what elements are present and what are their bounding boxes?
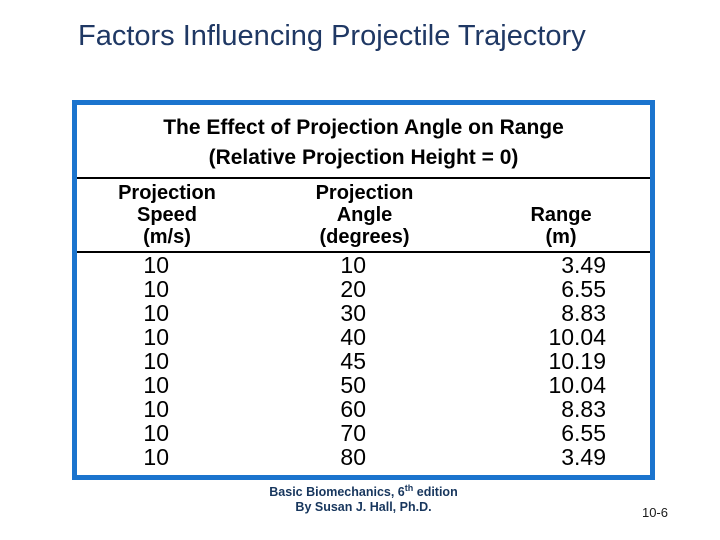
table-cell: 10	[143, 300, 169, 326]
table-cell: 10	[143, 444, 169, 470]
table-cell: 40	[340, 324, 366, 350]
table-cell: 6.55	[561, 276, 606, 302]
table-row: 10 20 6.55	[77, 277, 650, 301]
table-cell: 80	[340, 444, 366, 470]
table-cell: 6.55	[561, 420, 606, 446]
table-cell: 10	[143, 348, 169, 374]
table-cell: 10	[143, 252, 169, 278]
citation-line-1-suffix: edition	[413, 485, 458, 499]
data-table-box: The Effect of Projection Angle on Range …	[72, 100, 655, 480]
table-row: 10 40 10.04	[77, 325, 650, 349]
divider-bottom	[77, 251, 650, 253]
table-row: 10 70 6.55	[77, 421, 650, 445]
table-cell: 10	[143, 420, 169, 446]
citation-line-1-text: Basic Biomechanics, 6	[269, 485, 405, 499]
table-header-row: Projection Speed (m/s) Projection Angle (degr…	[77, 179, 650, 251]
table-cell: 60	[340, 396, 366, 422]
citation-line-1: Basic Biomechanics, 6th edition	[72, 482, 655, 500]
citation-footer: Basic Biomechanics, 6th edition By Susan…	[72, 482, 655, 515]
column-header: Projection Angle (degrees)	[315, 182, 414, 248]
citation-superscript: th	[404, 482, 414, 493]
divider-top	[77, 177, 650, 179]
table-row: 10 50 10.04	[77, 373, 650, 397]
table-cell: 10.19	[548, 348, 606, 374]
table-row: 10 30 8.83	[77, 301, 650, 325]
table-row: 10 60 8.83	[77, 397, 650, 421]
table-cell: 10	[143, 372, 169, 398]
table-cell: 70	[340, 420, 366, 446]
table-cell: 8.83	[561, 300, 606, 326]
table-cell: 10.04	[548, 324, 606, 350]
table-title-line-1: The Effect of Projection Angle on Range	[163, 116, 564, 139]
table-cell: 50	[340, 372, 366, 398]
table-cell: 10	[340, 252, 366, 278]
table-title-line-2: (Relative Projection Height = 0)	[208, 146, 519, 169]
table-cell: 20	[340, 276, 366, 302]
table-cell: 10	[143, 396, 169, 422]
column-header: Range (m)	[530, 204, 592, 248]
table-row: 10 10 3.49	[77, 253, 650, 277]
table-cell: 3.49	[561, 252, 606, 278]
table-body: 10 10 3.49 10 20 6.55 10 30 8.83 10 40 10.04 10 45 10.…	[77, 253, 650, 469]
page-number: 10-6	[641, 505, 668, 520]
table-cell: 10	[143, 276, 169, 302]
table-cell: 3.49	[561, 444, 606, 470]
table-cell: 8.83	[561, 396, 606, 422]
table-row: 10 45 10.19	[77, 349, 650, 373]
slide-title: Factors Influencing Projectile Trajector…	[78, 20, 586, 52]
column-header: Projection Speed (m/s)	[118, 182, 216, 248]
table-row: 10 80 3.49	[77, 445, 650, 469]
table-cell: 45	[340, 348, 366, 374]
table-cell: 10.04	[548, 372, 606, 398]
table-cell: 30	[340, 300, 366, 326]
citation-line-2: By Susan J. Hall, Ph.D.	[295, 500, 432, 514]
table-cell: 10	[143, 324, 169, 350]
